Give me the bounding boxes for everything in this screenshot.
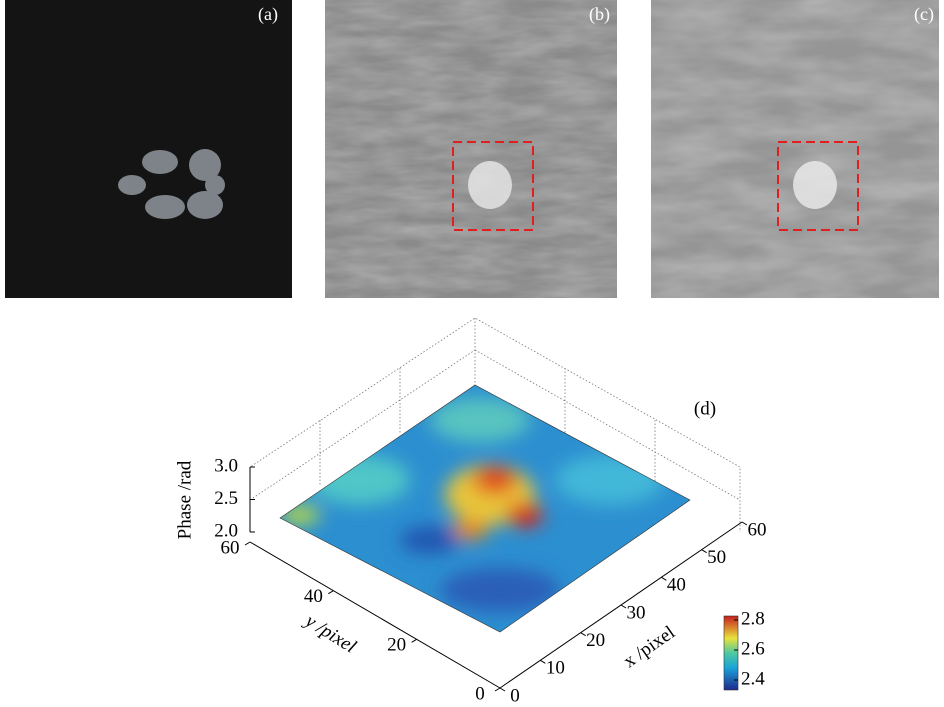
x-tick-label: 20 (586, 630, 605, 651)
x-tick-label: 50 (707, 547, 726, 568)
panel-label: (d) (694, 398, 716, 419)
panel-label: (b) (589, 4, 610, 25)
panel-c: (c) (651, 0, 939, 298)
z-axis-label: Phase /rad (174, 460, 195, 539)
x-tick (540, 660, 545, 663)
x-axis-label: x /pixel (620, 622, 679, 672)
z-tick-label: 2.5 (214, 488, 238, 509)
panel-b: (b) (325, 0, 617, 298)
y-axis-label: y /pixel (300, 609, 360, 657)
x-tick (702, 550, 707, 553)
x-tick (742, 522, 747, 525)
surface (270, 380, 700, 640)
x-tick-label: 0 (510, 685, 520, 706)
y-tick (245, 542, 250, 545)
colorbar-tick-label: 2.6 (741, 638, 765, 659)
panel-label: (c) (914, 4, 934, 25)
y-tick-label: 20 (387, 635, 406, 656)
x-tick (661, 577, 666, 580)
y-tick (412, 639, 417, 642)
y-tick (495, 688, 500, 691)
x-tick (500, 688, 505, 691)
x-tick-label: 60 (748, 519, 767, 540)
figure: (a) (b) (c) (0, 0, 944, 707)
z-tick-label: 2.0 (214, 520, 238, 541)
y-tick-label: 0 (475, 683, 485, 704)
z-tick-label: 3.0 (214, 455, 238, 476)
y-tick (328, 591, 333, 594)
panel-label: (a) (258, 4, 278, 25)
panel-a: (a) (5, 0, 292, 298)
colorbar-tick-label: 2.4 (741, 668, 765, 689)
x-tick-label: 40 (667, 575, 686, 596)
colorbar (724, 616, 738, 690)
x-tick (581, 633, 586, 636)
y-tick-label: 40 (304, 586, 323, 607)
colorbar-tick-label: 2.8 (741, 608, 765, 629)
x-tick-label: 10 (546, 658, 565, 679)
x-tick (621, 605, 626, 608)
x-tick-label: 30 (627, 602, 646, 623)
